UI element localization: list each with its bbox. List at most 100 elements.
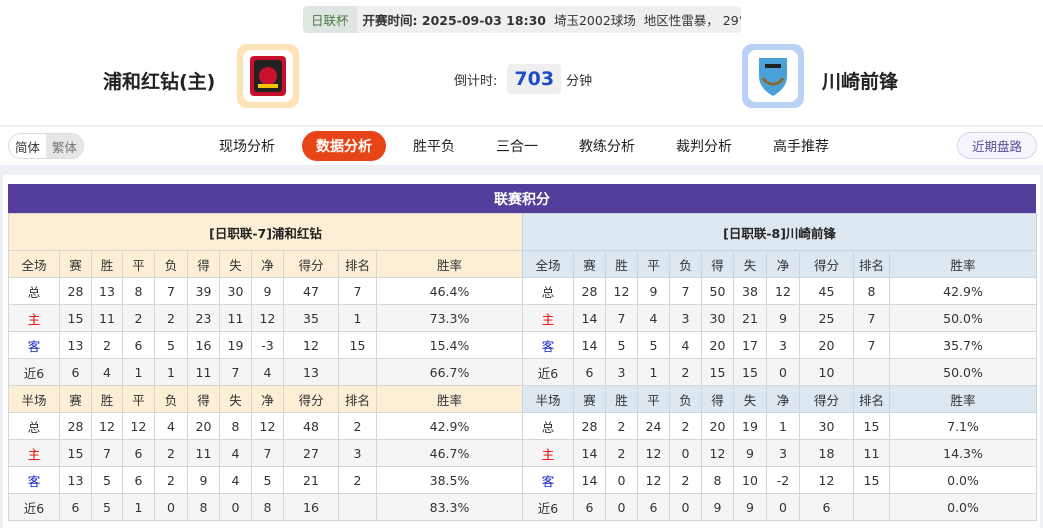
venue: 埼玉2002球场 — [553, 13, 636, 28]
table-cell: 0 — [669, 493, 702, 521]
table-cell: 6 — [59, 493, 92, 521]
column-header: 负 — [669, 385, 702, 413]
row-label: 主 — [522, 439, 574, 467]
table-row: 总 28 12 9 7 50 38 12 45 8 42.9% — [522, 277, 1038, 305]
table-cell: 7 — [338, 277, 377, 305]
home-team-logo[interactable] — [237, 44, 299, 108]
row-label: 主 — [522, 304, 574, 332]
tab-2[interactable]: 胜平负 — [413, 139, 455, 155]
table-cell — [853, 358, 890, 386]
column-header: 得分 — [283, 385, 339, 413]
analysis-tabs: 现场分析 数据分析 胜平负 三合一 教练分析 裁判分析 高手推荐 — [205, 131, 856, 161]
table-cell: 6 — [637, 493, 670, 521]
tab-3[interactable]: 三合一 — [496, 139, 538, 155]
table-cell: 21 — [733, 304, 767, 332]
table-row: 主 15 11 2 2 23 11 12 35 1 73.3% — [8, 304, 524, 332]
table-cell: 0 — [669, 439, 702, 467]
table-cell: 4 — [154, 412, 188, 440]
home-team-name[interactable]: 浦和红钻(主) — [103, 71, 216, 93]
table-cell: 2 — [669, 412, 702, 440]
row-label: 总 — [522, 412, 574, 440]
kickoff-time: 2025-09-03 18:30 — [421, 13, 546, 28]
table-cell: 4 — [219, 439, 252, 467]
away-team-logo[interactable] — [742, 44, 804, 108]
home-standings-table: [日职联-7]浦和红钻 全场赛胜平负得失净得分 排名 胜率总 28 13 8 7 39 30 9 47… — [7, 213, 524, 521]
table-cell: 19 — [733, 412, 767, 440]
away-team-name[interactable]: 川崎前锋 — [822, 71, 899, 93]
table-cell — [853, 493, 890, 521]
table-cell: 2 — [91, 331, 123, 359]
table-cell: 0 — [605, 493, 638, 521]
competition-badge[interactable]: 日联杯 — [303, 6, 357, 33]
table-cell: 3 — [669, 304, 702, 332]
table-cell: 8 — [122, 277, 155, 305]
table-cell: 11 — [187, 439, 220, 467]
table-cell: 0.0% — [888, 493, 1038, 521]
table-cell: 9 — [637, 277, 670, 305]
column-header-row: 半场赛胜平负得失净得分 排名 胜率 — [8, 385, 524, 413]
table-row: 总 28 12 12 4 20 8 12 48 2 42.9% — [8, 412, 524, 440]
table-cell: 2 — [154, 466, 188, 494]
team-rank-label: [日职联-7]浦和红钻 — [7, 213, 524, 251]
table-cell: 12 — [122, 412, 155, 440]
table-cell: 2 — [605, 412, 638, 440]
table-cell: 6 — [122, 331, 155, 359]
tab-0[interactable]: 现场分析 — [219, 139, 275, 155]
table-cell: 9 — [733, 493, 767, 521]
table-cell: 13 — [59, 331, 92, 359]
table-cell: 7 — [605, 304, 638, 332]
table-cell: 5 — [91, 493, 123, 521]
column-header: 净 — [251, 250, 284, 278]
table-cell: 15 — [701, 358, 734, 386]
table-cell: 24 — [637, 412, 670, 440]
table-cell: 20 — [187, 412, 220, 440]
column-header: 胜率 — [375, 250, 524, 278]
table-cell: 4 — [637, 304, 670, 332]
column-header: 赛 — [573, 385, 606, 413]
tab-4[interactable]: 教练分析 — [579, 139, 635, 155]
column-header: 得 — [187, 385, 220, 413]
column-header: 得 — [187, 250, 220, 278]
tab-6[interactable]: 高手推荐 — [773, 139, 829, 155]
countdown-label: 倒计时: — [454, 73, 498, 89]
table-cell: 47 — [283, 277, 339, 305]
countdown-unit: 分钟 — [566, 73, 593, 89]
row-label: 总 — [8, 277, 60, 305]
table-cell — [338, 358, 377, 386]
table-cell: 0 — [219, 493, 252, 521]
team-rank-header: [日职联-7]浦和红钻 — [7, 213, 524, 251]
table-cell: 2 — [154, 304, 188, 332]
column-header: 净 — [766, 250, 800, 278]
simplified-button[interactable]: 简体 — [15, 139, 41, 155]
table-cell: 30 — [799, 412, 854, 440]
table-cell: 21 — [283, 466, 339, 494]
column-header: 负 — [154, 250, 188, 278]
table-cell: 8 — [701, 466, 734, 494]
traditional-button[interactable]: 繁体 — [46, 134, 84, 158]
row-label: 近6 — [522, 493, 574, 521]
table-cell: 1 — [338, 304, 377, 332]
column-header: 排名 — [338, 385, 377, 413]
column-header: 净 — [251, 385, 284, 413]
column-header: 得 — [701, 385, 734, 413]
table-cell: 25 — [799, 304, 854, 332]
table-cell: 7 — [154, 277, 188, 305]
table-cell: 14 — [573, 331, 606, 359]
table-cell: -2 — [766, 466, 800, 494]
table-cell: 30 — [219, 277, 252, 305]
team-rank-label: [日职联-8]川崎前锋 — [521, 213, 1038, 251]
table-cell: 19 — [219, 331, 252, 359]
recent-odds-button[interactable]: 近期盘路 — [956, 132, 1037, 159]
column-header: 平 — [637, 250, 670, 278]
table-cell: 50 — [701, 277, 734, 305]
kawasaki-crest-icon — [759, 58, 787, 96]
countdown: 倒计时: 703 分钟 — [454, 64, 592, 94]
table-cell: 6 — [573, 493, 606, 521]
table-cell: 83.3% — [375, 493, 524, 521]
tab-5[interactable]: 裁判分析 — [676, 139, 732, 155]
table-cell: 14.3% — [888, 439, 1038, 467]
table-cell: 45 — [799, 277, 854, 305]
table-cell: 11 — [187, 358, 220, 386]
table-cell: 12 — [799, 466, 854, 494]
tab-1[interactable]: 数据分析 — [302, 131, 386, 161]
